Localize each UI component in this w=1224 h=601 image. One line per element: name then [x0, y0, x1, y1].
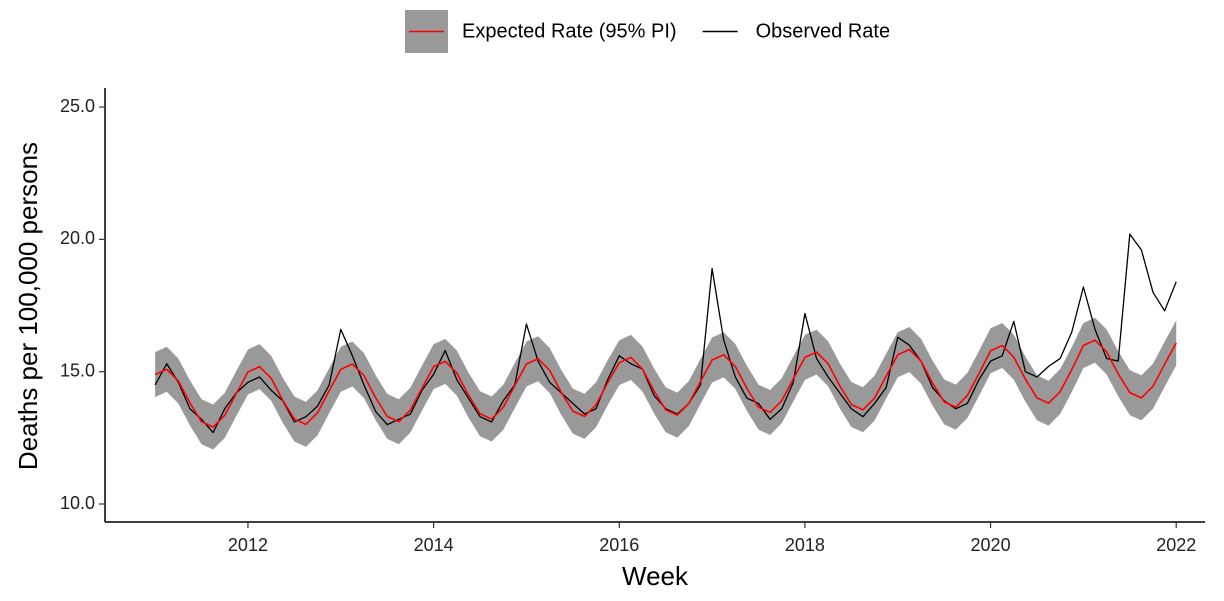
x-tick-label: 2018 — [785, 535, 825, 555]
y-tick-label: 20.0 — [60, 228, 95, 248]
x-tick-label: 2014 — [414, 535, 454, 555]
x-tick-label: 2016 — [599, 535, 639, 555]
x-axis-title: Week — [622, 561, 689, 591]
x-tick-label: 2012 — [228, 535, 268, 555]
y-tick-label: 15.0 — [60, 360, 95, 380]
y-tick-label: 10.0 — [60, 493, 95, 513]
series-line — [154, 339, 1177, 428]
legend-label: Expected Rate (95% PI) — [462, 20, 677, 42]
prediction-band — [155, 317, 1177, 450]
x-tick-label: 2020 — [971, 535, 1011, 555]
x-tick-label: 2022 — [1156, 535, 1196, 555]
y-axis-title: Deaths per 100,000 persons — [13, 142, 43, 470]
y-tick-label: 25.0 — [60, 96, 95, 116]
legend-label: Observed Rate — [756, 20, 891, 42]
